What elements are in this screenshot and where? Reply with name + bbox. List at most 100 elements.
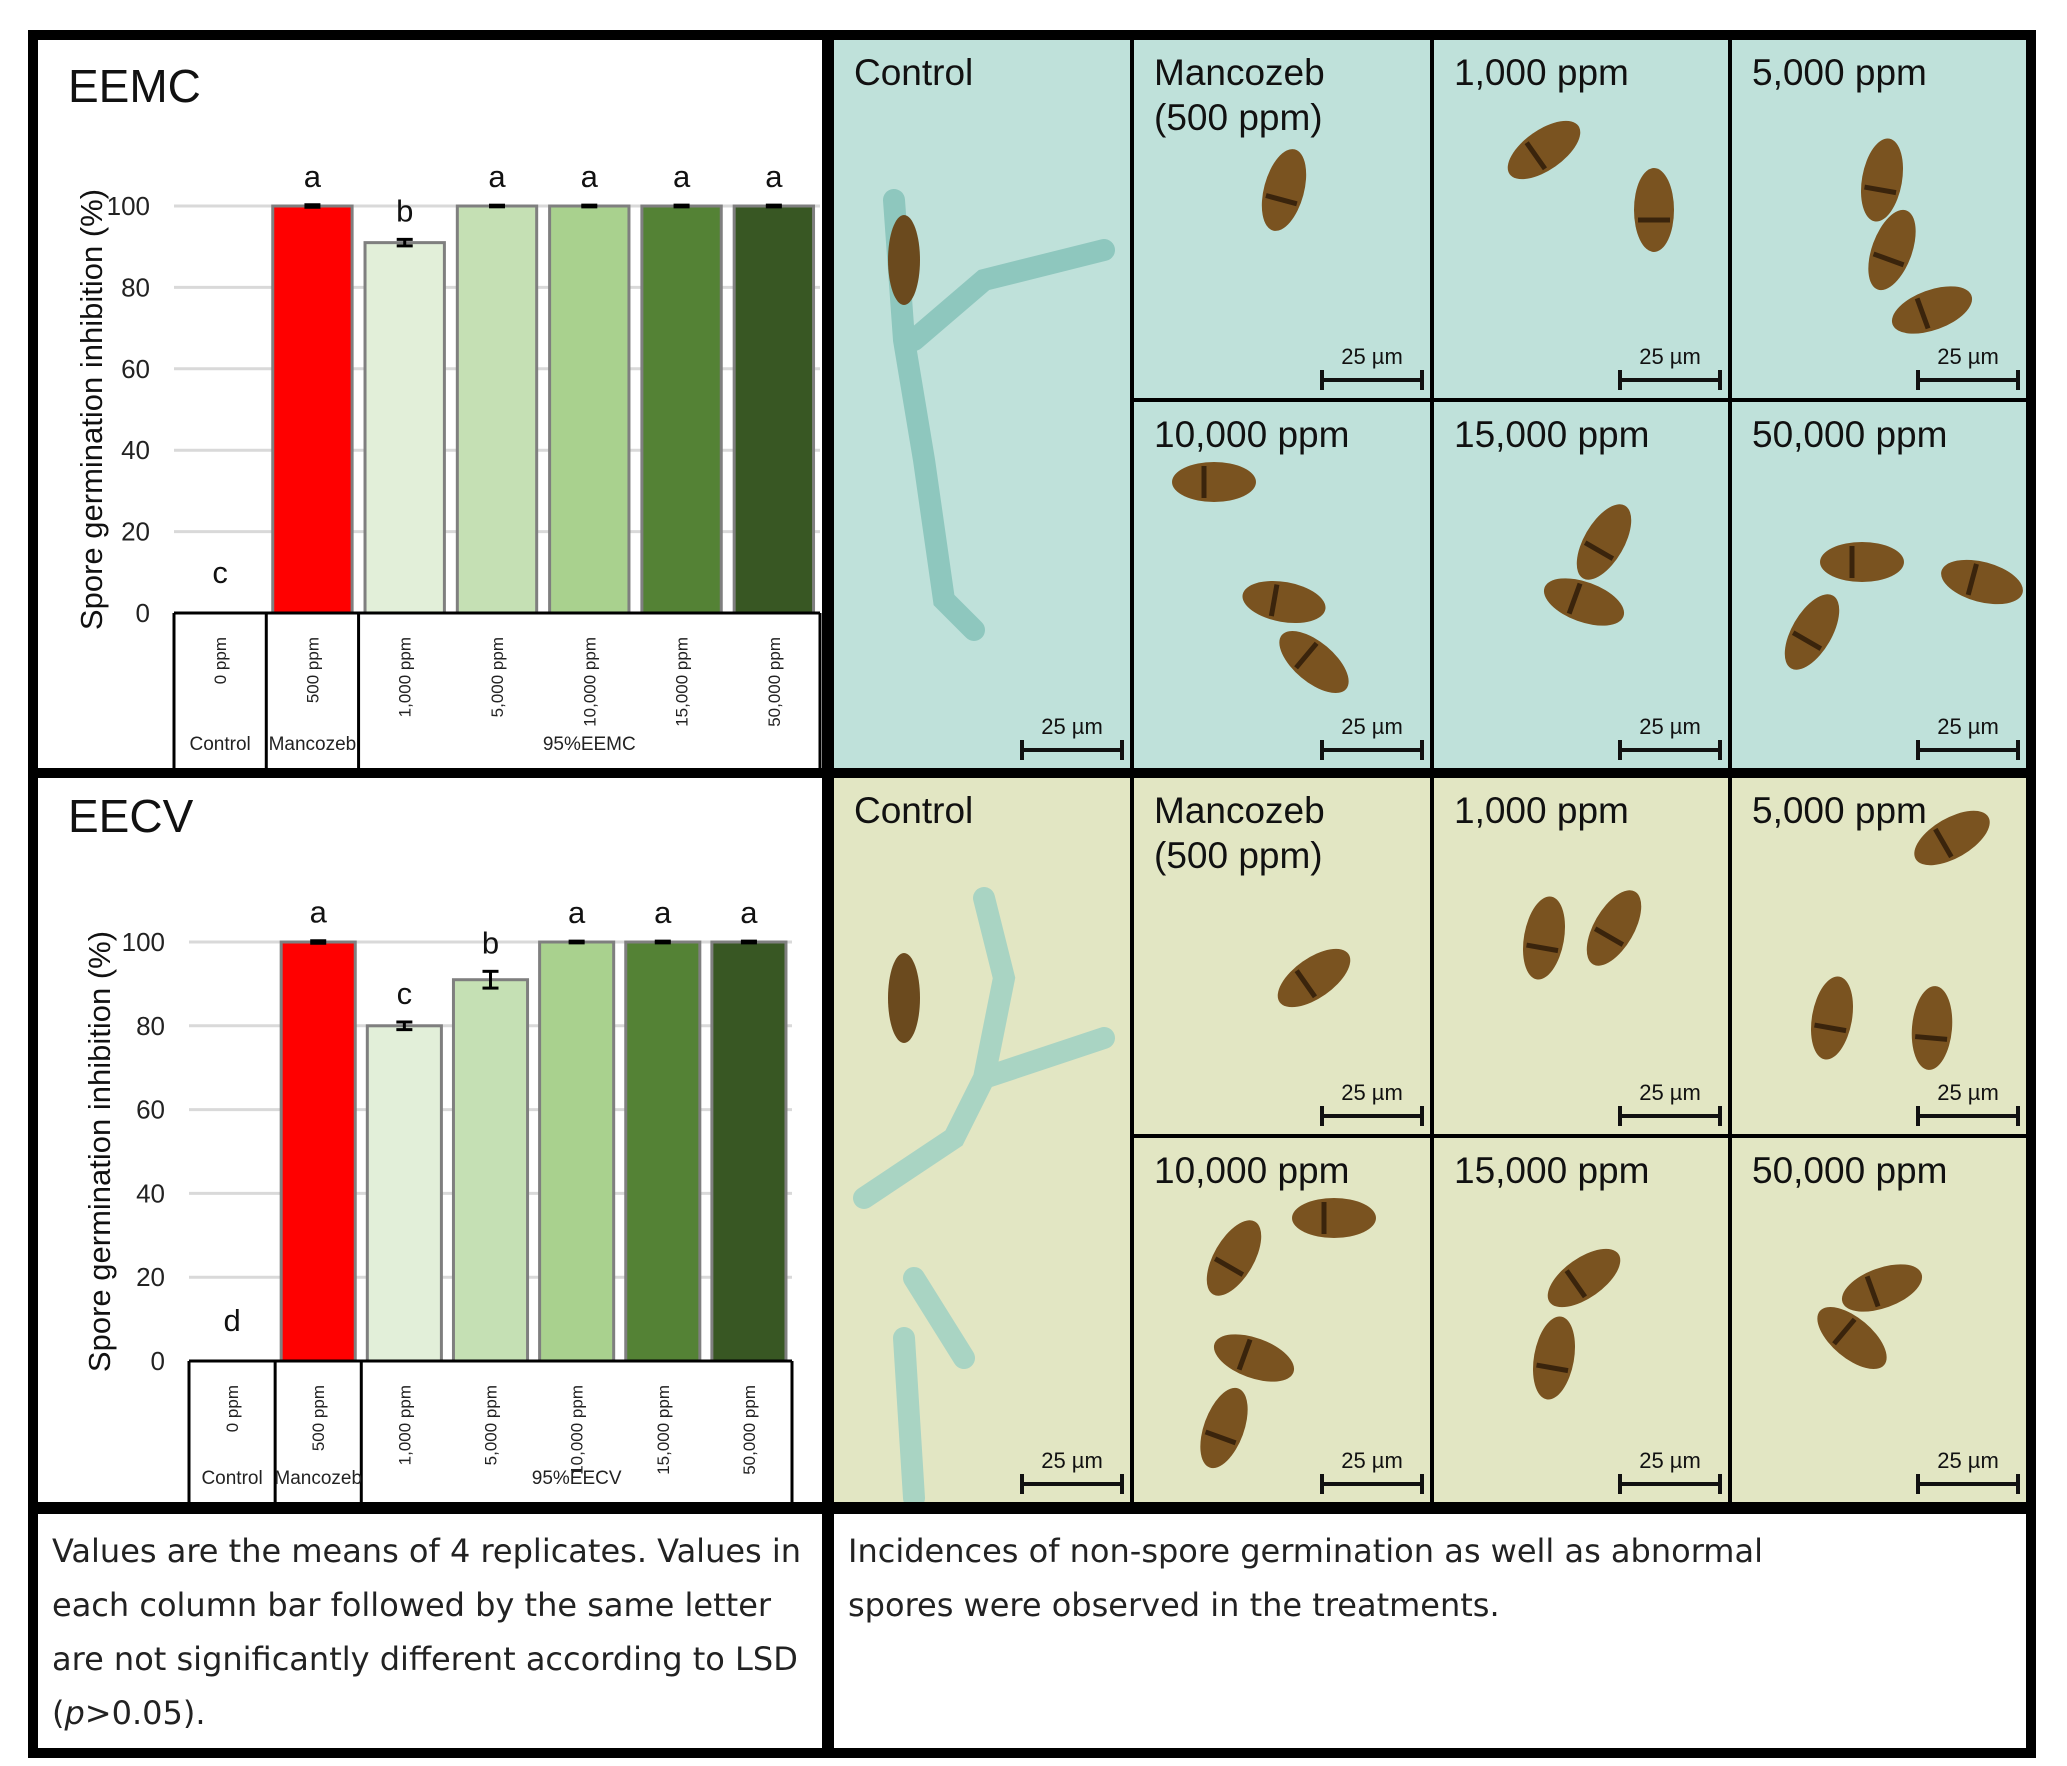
significance-letter-0: d [223,1303,240,1338]
scale-bar: 25 µm [1320,1448,1424,1494]
scale-bar-line [1320,740,1424,760]
spore-shape [1576,504,1632,580]
micrograph-label: 5,000 ppm [1752,52,1927,93]
micrograph-label: Control [854,52,974,93]
bar-5 [624,940,702,1363]
spore-septum [1832,1317,1857,1346]
micrograph-cell: 5,000 ppm 25 µm [1732,40,2026,398]
spore-shape [1810,976,1854,1060]
hypha-shape [883,189,1115,641]
scale-bar: 25 µm [1916,714,2020,760]
scale-bar: 25 µm [1618,1448,1722,1494]
spore-septum [1566,582,1583,615]
figure-frame: EEMC 0 20 40 60 80 100 Spore germination inhibi… [28,30,2036,1758]
spore-shape [1292,1198,1376,1238]
spore-shape [1522,896,1566,980]
note-left-panel: Values are the means of 4 replicates. Va… [38,1514,822,1748]
significance-letter-3: b [482,925,499,960]
scale-bar: 25 µm [1916,1080,2020,1126]
scale-bar: 25 µm [1618,714,1722,760]
bar-4 [548,204,631,615]
spore-septum [1204,1429,1237,1446]
group-label-0: Control [201,1468,262,1489]
y-axis-label: Spore germination inhibition (%) [82,931,117,1372]
micrograph-grid-eecv: Control 25 µm Mancozeb (500 ppm) 25 µm 1,000… [834,778,2026,1502]
scale-bar: 25 µm [1916,1448,2020,1494]
bar-5 [640,204,723,615]
micrograph-image [1817,1264,1923,1370]
significance-letter-2: c [397,976,413,1011]
micrograph-cell: 1,000 ppm 25 µm [1434,40,1728,398]
scale-bar-label: 25 µm [1937,344,1999,369]
scale-bar-line [1916,370,2020,390]
micrograph-cell: 5,000 ppm 25 µm [1732,778,2026,1134]
spore-shape [1914,810,1990,866]
scale-bar: 25 µm [1320,344,1424,390]
spore-shape [1206,1220,1262,1296]
spore-septum [1213,1256,1245,1277]
category-label-6: 50,000 ppm [765,637,784,727]
note-right-panel: Incidences of non-spore germination as w… [834,1514,2026,1748]
micrograph-label: Mancozeb (500 ppm) [1154,790,1325,876]
bar-6 [732,204,816,615]
micrograph-cell: 50,000 ppm 25 µm [1732,1138,2026,1502]
scale-bar-label: 25 µm [1041,714,1103,739]
micrograph-label: 50,000 ppm [1752,414,1948,455]
spore-shape [1532,1316,1576,1400]
category-label-1: 500 ppm [309,1385,328,1451]
bar-4 [538,940,616,1363]
scale-bar-label: 25 µm [1341,1080,1403,1105]
category-label-0: 0 ppm [211,637,230,684]
significance-letter-3: a [488,159,506,194]
significance-letter-4: a [581,159,599,194]
scale-bar-line [1020,740,1124,760]
scale-bar-line [1320,1474,1424,1494]
scale-bar: 25 µm [1020,714,1124,760]
micrograph-image [853,887,1115,1502]
spore-shape [1784,594,1840,670]
micrograph-image [1810,810,1990,1070]
category-label-0: 0 ppm [223,1385,242,1432]
micrograph-cell: 1,000 ppm 25 µm [1434,778,1728,1134]
bar-6 [710,940,788,1363]
category-label-5: 15,000 ppm [654,1385,673,1475]
micrograph-image [1532,1248,1621,1400]
y-tick-label: 60 [136,1095,165,1125]
note-p-symbol: p [64,1694,85,1732]
significance-letter-5: a [654,895,672,930]
significance-letter-2: b [396,193,413,228]
significance-letter-5: a [673,159,691,194]
bar-2 [363,241,446,615]
scale-bar-label: 25 µm [1341,714,1403,739]
micrograph-image [1507,120,1674,252]
micrograph-cell: 10,000 ppm 25 µm [1134,402,1430,768]
micrograph-image [1522,890,1642,980]
y-tick-label: 0 [136,598,150,628]
category-label-3: 5,000 ppm [482,1385,501,1465]
group-label-2: 95%EECV [532,1468,622,1489]
micrograph-cell: Mancozeb (500 ppm) 25 µm [1134,40,1430,398]
group-label-2: 95%EEMC [543,734,636,755]
scale-bar: 25 µm [1320,1080,1424,1126]
scale-bar-label: 25 µm [1937,1080,1999,1105]
category-label-4: 10,000 ppm [580,637,599,727]
significance-letter-1: a [304,159,322,194]
spore-shape [1911,986,1953,1070]
spore-septum [1564,1269,1588,1299]
significance-letter-6: a [765,159,783,194]
spore-shape [1941,559,2023,605]
spore-shape [888,953,920,1043]
scale-bar-label: 25 µm [1639,1080,1701,1105]
micrograph-image [1200,1198,1376,1469]
y-tick-label: 60 [121,354,150,384]
bar-2 [365,1024,443,1363]
spore-shape [1279,630,1349,694]
group-label-1: Mancozeb [269,734,357,755]
category-label-2: 1,000 ppm [396,637,415,717]
micrograph-image [1261,149,1307,231]
category-label-1: 500 ppm [303,637,322,703]
spore-septum [1864,184,1897,196]
micrograph-image [883,189,1115,641]
spore-septum [1965,563,1979,596]
